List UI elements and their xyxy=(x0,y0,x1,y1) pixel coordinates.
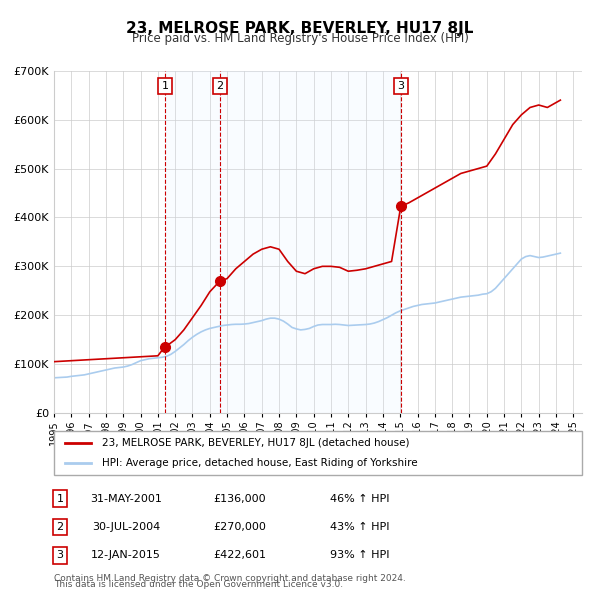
Text: Contains HM Land Registry data © Crown copyright and database right 2024.: Contains HM Land Registry data © Crown c… xyxy=(54,574,406,583)
Text: This data is licensed under the Open Government Licence v3.0.: This data is licensed under the Open Gov… xyxy=(54,580,343,589)
Text: 93% ↑ HPI: 93% ↑ HPI xyxy=(330,550,390,560)
Text: 46% ↑ HPI: 46% ↑ HPI xyxy=(330,494,390,503)
FancyBboxPatch shape xyxy=(54,431,582,475)
Text: 30-JUL-2004: 30-JUL-2004 xyxy=(92,522,160,532)
Text: 43% ↑ HPI: 43% ↑ HPI xyxy=(330,522,390,532)
Text: £270,000: £270,000 xyxy=(214,522,266,532)
Text: 23, MELROSE PARK, BEVERLEY, HU17 8JL: 23, MELROSE PARK, BEVERLEY, HU17 8JL xyxy=(127,21,473,35)
Text: 31-MAY-2001: 31-MAY-2001 xyxy=(90,494,162,503)
Text: £136,000: £136,000 xyxy=(214,494,266,503)
Bar xyxy=(220,71,401,413)
Text: 1: 1 xyxy=(56,494,64,503)
Text: 2: 2 xyxy=(56,522,64,532)
Bar xyxy=(165,71,220,413)
Text: 2: 2 xyxy=(216,81,223,91)
Text: £422,601: £422,601 xyxy=(214,550,266,560)
Text: 12-JAN-2015: 12-JAN-2015 xyxy=(91,550,161,560)
Text: 1: 1 xyxy=(161,81,169,91)
Text: 3: 3 xyxy=(397,81,404,91)
Text: 23, MELROSE PARK, BEVERLEY, HU17 8JL (detached house): 23, MELROSE PARK, BEVERLEY, HU17 8JL (de… xyxy=(101,438,409,448)
Text: 3: 3 xyxy=(56,550,64,560)
Text: Price paid vs. HM Land Registry's House Price Index (HPI): Price paid vs. HM Land Registry's House … xyxy=(131,32,469,45)
Text: HPI: Average price, detached house, East Riding of Yorkshire: HPI: Average price, detached house, East… xyxy=(101,458,417,467)
